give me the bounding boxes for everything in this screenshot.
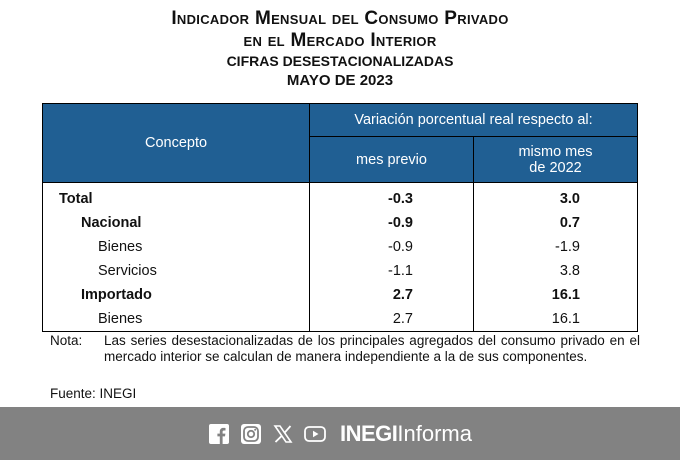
table-row: Total -0.3 3.0	[41, 182, 638, 211]
header-mismo-mes-line2: de 2022	[529, 159, 582, 176]
row-mismo-mes: 16.1	[473, 307, 638, 332]
table-row: Importado 2.7 16.1	[41, 283, 638, 307]
youtube-icon[interactable]	[304, 423, 326, 445]
table-row: Bienes 2.7 16.1	[41, 307, 638, 332]
header-variacion: Variación porcentual real respecto al:	[309, 103, 638, 137]
subtitle-fecha: MAYO DE 2023	[286, 72, 394, 89]
row-mismo-mes: 0.7	[473, 211, 638, 235]
table-row: Bienes -0.9 -1.9	[41, 235, 638, 259]
facebook-icon[interactable]	[208, 423, 230, 445]
brand-informa: Informa	[397, 420, 472, 446]
row-mes-previo: -0.3	[309, 182, 474, 211]
row-label: Servicios	[41, 259, 311, 283]
title-line-1: Indicador Mensual del Consumo Privado	[171, 8, 509, 29]
source: Fuente: INEGI	[50, 386, 137, 401]
x-icon[interactable]	[272, 423, 294, 445]
row-label: Bienes	[41, 235, 311, 259]
row-mismo-mes: 3.8	[473, 259, 638, 283]
inegi-informa-logo: INEGI Informa	[340, 421, 472, 447]
row-mes-previo: 2.7	[309, 283, 474, 307]
table-row: Servicios -1.1 3.8	[41, 259, 638, 283]
note-label: Nota:	[50, 333, 83, 348]
row-mismo-mes: 16.1	[473, 283, 638, 307]
footer-bar: INEGI Informa	[0, 407, 680, 460]
row-mes-previo: 2.7	[309, 307, 474, 332]
header-mismo-mes: mismo mes de 2022	[473, 136, 638, 183]
row-label: Importado	[41, 283, 311, 307]
row-label: Total	[41, 182, 311, 211]
header-mismo-mes-line1: mismo mes	[518, 143, 593, 160]
row-mes-previo: -1.1	[309, 259, 474, 283]
row-mes-previo: -0.9	[309, 235, 474, 259]
row-label: Nacional	[41, 211, 311, 235]
title-block: Indicador Mensual del Consumo Privado en…	[0, 8, 680, 90]
row-mismo-mes: -1.9	[473, 235, 638, 259]
instagram-icon[interactable]	[240, 423, 262, 445]
note: Nota: Las series desestacionalizadas de …	[50, 333, 640, 365]
table-row: Nacional -0.9 0.7	[41, 211, 638, 235]
row-label: Bienes	[41, 307, 311, 332]
header-concepto: Concepto	[41, 103, 311, 183]
row-mismo-mes: 3.0	[473, 182, 638, 211]
note-text: Las series desestacionalizadas de los pr…	[104, 333, 640, 364]
brand-inegi: INEGI	[340, 420, 398, 446]
subtitle-cifras: CIFRAS DESESTACIONALIZADAS	[226, 53, 454, 69]
social-links	[208, 423, 326, 445]
row-mes-previo: -0.9	[309, 211, 474, 235]
title-line-2: en el Mercado Interior	[243, 30, 437, 51]
header-mes-previo: mes previo	[309, 136, 474, 183]
data-table: Concepto Variación porcentual real respe…	[41, 103, 638, 332]
